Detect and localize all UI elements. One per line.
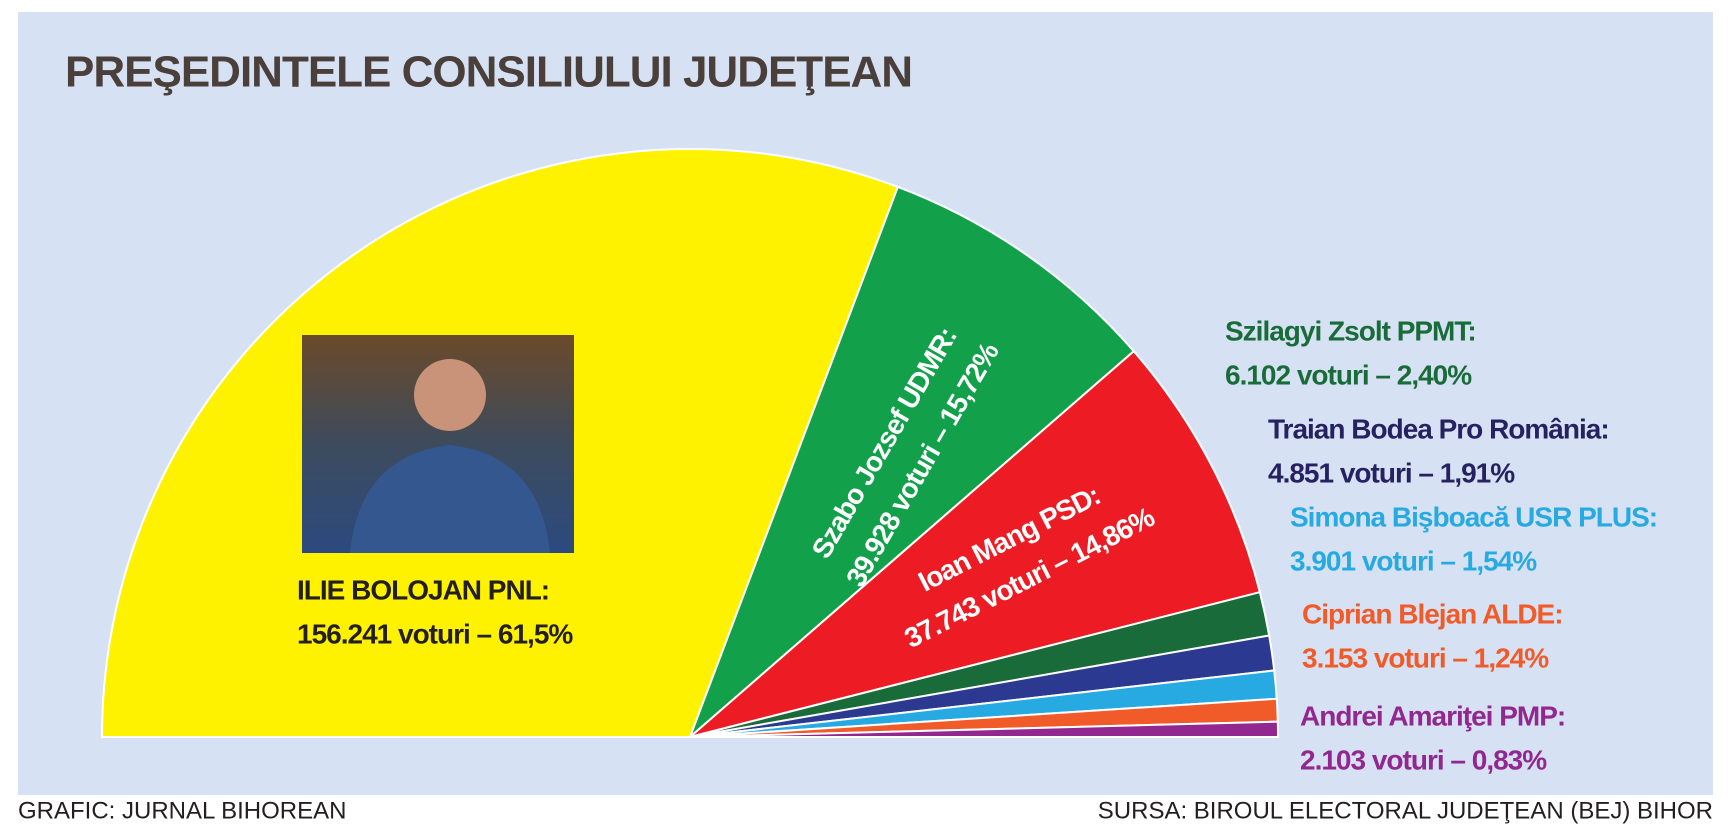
- label-name: Ciprian Blejan ALDE:: [1302, 598, 1563, 629]
- label-value: 2.103 voturi – 0,83%: [1300, 744, 1547, 775]
- credit: GRAFIC: JURNAL BIHOREAN: [18, 797, 347, 824]
- photo-face: [414, 359, 486, 431]
- label-value: 6.102 voturi – 2,40%: [1225, 359, 1472, 390]
- label-name: ILIE BOLOJAN PNL:: [297, 574, 549, 605]
- chart-title: PREŞEDINTELE CONSILIULUI JUDEŢEAN: [65, 48, 912, 97]
- label-name: Andrei Amariţei PMP:: [1300, 700, 1565, 731]
- label-value: 3.901 voturi – 1,54%: [1290, 545, 1537, 576]
- slice-label: Traian Bodea Pro România: 4.851 voturi – …: [1268, 413, 1610, 488]
- label-value: 4.851 voturi – 1,91%: [1268, 457, 1515, 488]
- photo-body: [350, 445, 550, 553]
- slice: [689, 720, 1280, 738]
- source: SURSA: BIROUL ELECTORAL JUDEŢEAN (BEJ) B…: [1098, 797, 1713, 824]
- label-name: Simona Bişboacă USR PLUS:: [1290, 501, 1657, 532]
- slice-label: ILIE BOLOJAN PNL: 156.241 voturi – 61,5%: [297, 574, 574, 649]
- slice-label: Szilagyi Zsolt PPMT: 6.102 voturi – 2,40%: [1225, 315, 1477, 390]
- label-value: 3.153 voturi – 1,24%: [1302, 642, 1549, 673]
- label-value: 156.241 voturi – 61,5%: [297, 618, 573, 649]
- slice-label: Simona Bişboacă USR PLUS: 3.901 voturi – …: [1290, 501, 1658, 576]
- slice-label: Ciprian Blejan ALDE: 3.153 voturi – 1,24%: [1302, 598, 1564, 673]
- slice: [689, 185, 1136, 738]
- label-name: Szilagyi Zsolt PPMT:: [1225, 315, 1476, 346]
- slice: [689, 349, 1262, 738]
- label-name: Traian Bodea Pro România:: [1268, 413, 1609, 444]
- slice-label: Andrei Amariţei PMP: 2.103 voturi – 0,83%: [1300, 700, 1566, 775]
